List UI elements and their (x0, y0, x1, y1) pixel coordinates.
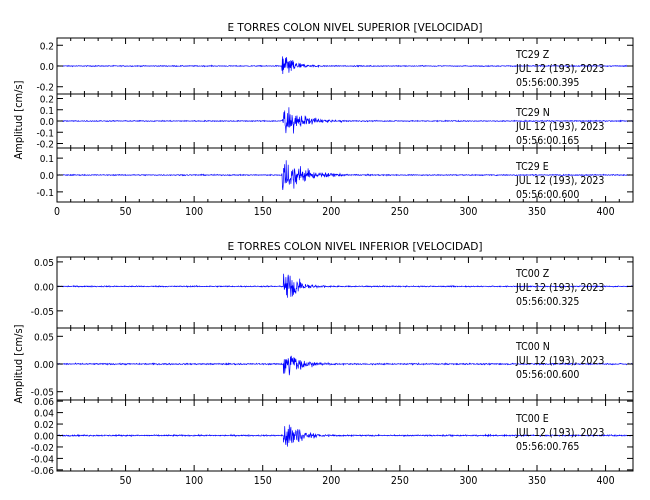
trace-date-label: JUL 12 (193), 2023 (515, 175, 604, 187)
trace-layer (56, 56, 634, 447)
y-tick-label: 0.02 (34, 420, 54, 431)
chart-title: E TORRES COLON NIVEL SUPERIOR [VELOCIDAD… (228, 21, 483, 34)
trace-date-label: JUL 12 (193), 2023 (515, 121, 604, 133)
trace-line (56, 355, 634, 376)
x-tick-label: 200 (322, 206, 340, 218)
trace-time-label: 05:56:00.395 (516, 77, 579, 89)
trace-date-label: JUL 12 (193), 2023 (515, 427, 604, 439)
x-tick-label: 300 (459, 206, 477, 218)
x-tick-label: 50 (120, 475, 132, 487)
y-tick-label: 0.05 (34, 332, 54, 343)
trace-date-label: JUL 12 (193), 2023 (515, 355, 604, 367)
trace-line (56, 107, 634, 134)
y-tick-label: -0.02 (31, 443, 54, 454)
y-axis-label: Amplitud [cm/s] (12, 324, 25, 403)
trace-line (56, 273, 634, 298)
trace-time-label: 05:56:00.765 (516, 441, 579, 453)
trace-station-label: TC29 N (515, 107, 550, 119)
trace-station-label: TC29 Z (515, 49, 550, 61)
trace-station-label: TC29 E (515, 161, 549, 173)
y-tick-label: -0.2 (36, 140, 54, 151)
y-tick-label: 0.0 (40, 62, 55, 73)
y-tick-label: 0.1 (40, 154, 54, 165)
y-tick-label: -0.06 (31, 466, 55, 477)
frame-layer (56, 37, 634, 472)
y-tick-label: -0.04 (31, 454, 55, 465)
y-tick-label: -0.1 (36, 128, 54, 139)
x-tick-label: 300 (459, 475, 477, 487)
x-tick-label: 50 (120, 206, 132, 218)
trace-time-label: 05:56:00.600 (516, 189, 579, 201)
x-tick-label: 150 (254, 206, 272, 218)
y-tick-label: -0.05 (31, 388, 54, 399)
trace-time-label: 05:56:00.325 (516, 296, 579, 308)
x-tick-label: 0 (54, 206, 60, 218)
x-tick-label: 100 (185, 475, 203, 487)
y-tick-label: 0.1 (40, 106, 54, 117)
trace-station-label: TC00 N (515, 341, 550, 353)
y-tick-label: 0.00 (34, 360, 54, 371)
x-tick-label: 400 (597, 475, 615, 487)
y-tick-label: 0.2 (40, 95, 54, 106)
x-tick-label: 350 (528, 206, 546, 218)
trace-time-label: 05:56:00.600 (516, 369, 579, 381)
trace-date-label: JUL 12 (193), 2023 (515, 282, 604, 294)
x-tick-label: 150 (254, 475, 272, 487)
y-tick-label: 0.00 (34, 432, 54, 443)
chart-title: E TORRES COLON NIVEL INFERIOR [VELOCIDAD… (228, 240, 483, 253)
y-tick-label: 0.05 (34, 258, 54, 269)
x-tick-label: 250 (391, 475, 409, 487)
x-tick-label: 200 (322, 475, 340, 487)
y-tick-label: 0.06 (34, 397, 54, 408)
y-tick-label: 0.00 (34, 282, 54, 293)
x-tick-label: 350 (528, 475, 546, 487)
y-tick-label: -0.1 (36, 188, 54, 199)
trace-date-label: JUL 12 (193), 2023 (515, 63, 604, 75)
y-axis-label: Amplitud [cm/s] (12, 80, 25, 159)
x-tick-label: 250 (391, 206, 409, 218)
trace-line (57, 56, 633, 75)
trace-time-label: 05:56:00.165 (516, 135, 579, 147)
trace-line (56, 424, 634, 447)
y-tick-label: 0.0 (40, 171, 55, 182)
y-tick-label: -0.05 (31, 307, 54, 318)
y-tick-label: 0.04 (34, 409, 54, 420)
y-tick-label: 0.2 (40, 41, 54, 52)
trace-station-label: TC00 Z (515, 268, 550, 280)
x-tick-label: 100 (185, 206, 203, 218)
y-tick-label: -0.2 (36, 83, 54, 94)
trace-station-label: TC00 E (515, 413, 549, 425)
y-tick-label: 0.0 (40, 117, 55, 128)
text-layer: E TORRES COLON NIVEL SUPERIOR [VELOCIDAD… (12, 21, 615, 487)
trace-line (57, 160, 634, 191)
x-tick-label: 400 (597, 206, 615, 218)
